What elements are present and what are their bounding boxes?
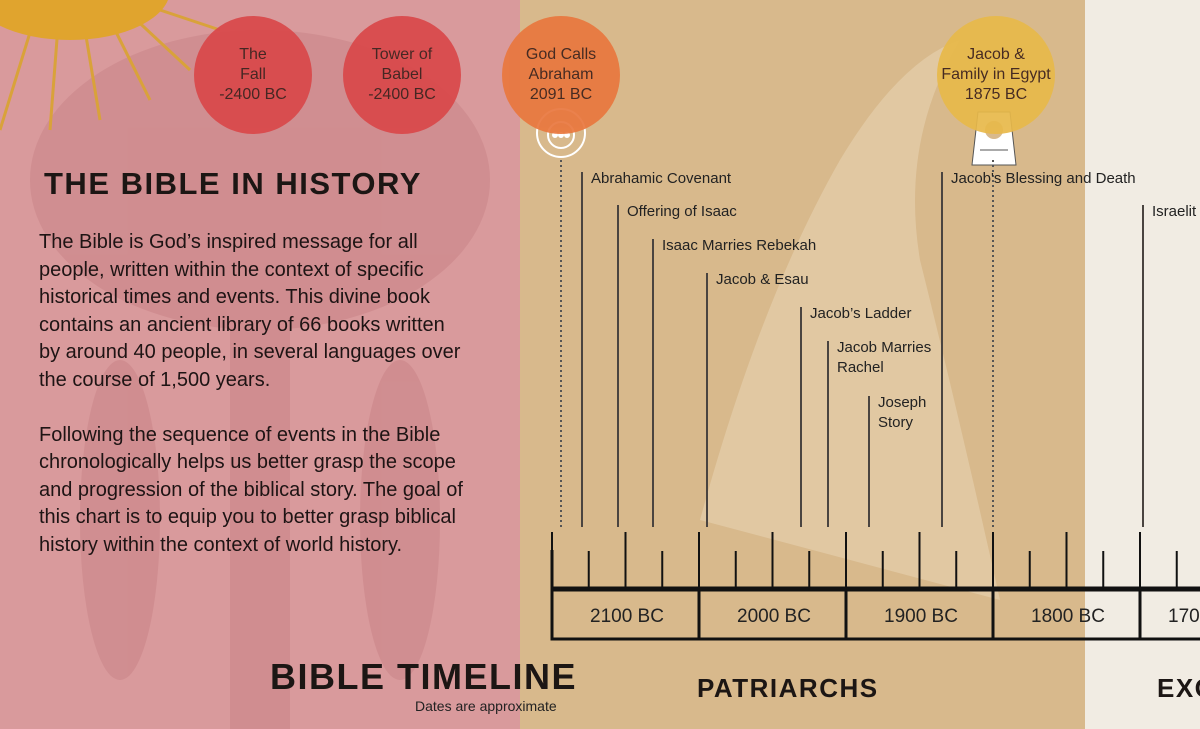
event-label-line: Story xyxy=(878,414,914,431)
timeline-ruler: 2100 BC 2000 BC 1900 BC 1800 BC 170 xyxy=(550,532,1200,641)
milestone: The Fall -2400 BC xyxy=(194,16,312,134)
milestone-line: Family in Egypt xyxy=(941,66,1051,83)
milestone: God Calls Abraham 2091 BC xyxy=(502,16,620,134)
intro-text: The Bible is God’s inspired message for … xyxy=(39,229,464,560)
era-label: 170 xyxy=(1168,606,1200,627)
event-label-line: Abrahamic Covenant xyxy=(591,170,732,187)
milestone-line: -2400 BC xyxy=(368,86,436,103)
paragraph: The Bible is God’s inspired message for … xyxy=(39,231,461,391)
milestone-line: 1875 BC xyxy=(964,86,1028,103)
section-title: PATRIARCHS xyxy=(697,673,879,703)
milestone-line: Babel xyxy=(381,66,423,83)
milestone-line: 2091 BC xyxy=(529,86,593,103)
event-label-line: Jacob’s Ladder xyxy=(810,305,912,322)
event-label-line: Israelit xyxy=(1152,203,1197,220)
era-label: 2000 BC xyxy=(737,606,811,627)
milestone-line: Abraham xyxy=(528,66,594,83)
paragraph: Following the sequence of events in the … xyxy=(39,423,463,556)
milestone-line: -2400 BC xyxy=(219,86,287,103)
event-label: Offering of Isaac xyxy=(627,202,737,222)
milestone: Tower of Babel -2400 BC xyxy=(343,16,461,134)
milestone-line: Jacob & xyxy=(967,46,1025,63)
event-label-line: Jacob & Esau xyxy=(716,271,809,288)
era-box xyxy=(1138,588,1200,641)
event-label-line: Offering of Isaac xyxy=(627,203,737,220)
event-label-line: Rachel xyxy=(837,359,884,376)
event-label: Israelit xyxy=(1152,202,1196,222)
era-label: 1900 BC xyxy=(884,606,958,627)
event-label: Joseph Story xyxy=(878,393,926,433)
event-lines xyxy=(560,160,1144,527)
event-label: Jacob's Blessing and Death xyxy=(951,169,1136,189)
sun xyxy=(0,0,221,131)
event-label: Abrahamic Covenant xyxy=(591,169,731,189)
milestone-line: Tower of xyxy=(371,46,433,63)
event-label: Jacob’s Ladder xyxy=(810,304,911,324)
event-label-line: Isaac Marries Rebekah xyxy=(662,237,817,254)
figure-silhouette xyxy=(700,40,1000,600)
milestone-line: Fall xyxy=(240,66,266,83)
event-label: Jacob & Esau xyxy=(716,270,809,290)
event-label: Isaac Marries Rebekah xyxy=(662,236,816,256)
event-label-line: Jacob Marries xyxy=(837,339,932,356)
event-label: Jacob Marries Rachel xyxy=(837,338,931,378)
event-label-line: Jacob's Blessing and Death xyxy=(951,170,1136,187)
era-label: 2100 BC xyxy=(590,606,664,627)
timeline-note: Dates are approximate xyxy=(415,698,557,714)
page-title: THE BIBLE IN HISTORY xyxy=(44,166,422,201)
milestone-line: God Calls xyxy=(525,46,597,63)
milestone-line: The xyxy=(239,46,267,63)
timeline-title: BIBLE TIMELINE xyxy=(270,656,577,697)
milestone: Jacob & Family in Egypt 1875 BC xyxy=(937,16,1055,134)
event-label-line: Joseph xyxy=(878,394,927,411)
era-label: 1800 BC xyxy=(1031,606,1105,627)
section-title: EXO xyxy=(1157,673,1200,703)
